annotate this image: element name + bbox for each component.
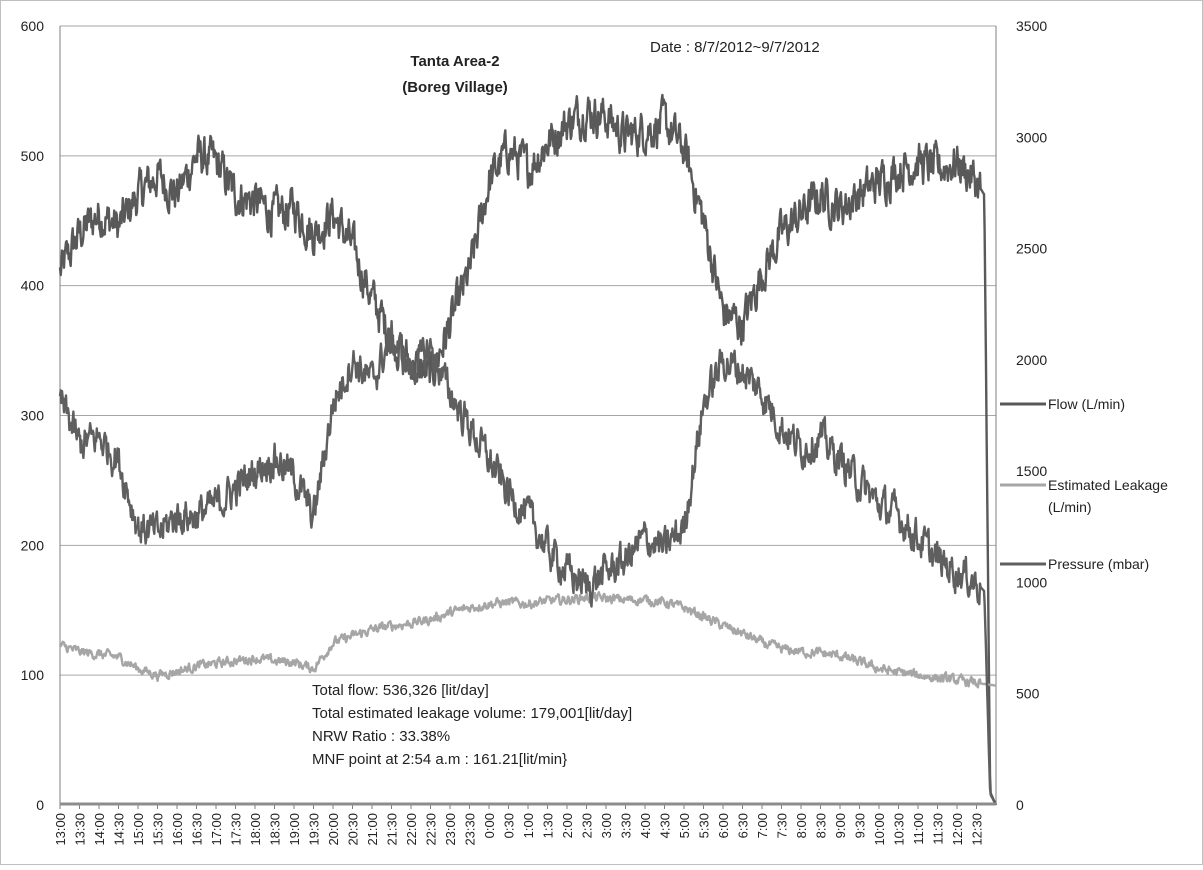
series-line-0 bbox=[58, 93, 998, 806]
x-tick-label: 19:00 bbox=[287, 813, 302, 846]
axis-layer: 0 100 200 300 400 500 600 0 500 1000 1500 2000 2500 3… bbox=[21, 18, 1048, 846]
y-right-tick-label: 2000 bbox=[1016, 352, 1047, 368]
y-right-tick-label: 2500 bbox=[1016, 241, 1047, 257]
date-range-label: Date : 8/7/2012~9/7/2012 bbox=[650, 39, 820, 56]
x-tick-label: 22:30 bbox=[424, 813, 439, 846]
x-tick-label: 0:30 bbox=[502, 813, 517, 838]
legend-label-1: Estimated Leakage bbox=[1048, 477, 1168, 493]
x-tick-label: 15:30 bbox=[151, 813, 166, 846]
y-left-tick-label: 500 bbox=[21, 148, 45, 164]
x-tick-label: 20:30 bbox=[346, 813, 361, 846]
x-tick-label: 5:30 bbox=[697, 813, 712, 838]
x-tick-label: 4:00 bbox=[638, 813, 653, 838]
x-tick-label: 0:00 bbox=[482, 813, 497, 838]
x-tick-label: 1:30 bbox=[541, 813, 556, 838]
x-tick-label: 22:00 bbox=[404, 813, 419, 846]
x-tick-label: 2:30 bbox=[580, 813, 595, 838]
x-tick-label: 15:00 bbox=[131, 813, 146, 846]
x-tick-label: 18:30 bbox=[268, 813, 283, 846]
x-tick-label: 21:30 bbox=[385, 813, 400, 846]
series-line-1 bbox=[59, 591, 997, 689]
x-tick-label: 20:00 bbox=[326, 813, 341, 846]
legend-label-1: (L/min) bbox=[1048, 499, 1092, 515]
y-left-tick-label: 600 bbox=[21, 18, 45, 34]
chart-subtitle: (Boreg Village) bbox=[402, 79, 508, 96]
legend-label-0: Flow (L/min) bbox=[1048, 396, 1125, 412]
x-tick-label: 11:30 bbox=[931, 813, 946, 845]
series-layer bbox=[58, 93, 998, 806]
x-tick-label: 17:30 bbox=[229, 813, 244, 846]
x-tick-label: 18:00 bbox=[248, 813, 263, 846]
x-tick-label: 10:00 bbox=[872, 813, 887, 846]
x-tick-label: 7:00 bbox=[755, 813, 770, 838]
x-tick-label: 9:30 bbox=[853, 813, 868, 838]
chart-title: Tanta Area-2 bbox=[410, 53, 499, 70]
x-tick-label: 1:00 bbox=[521, 813, 536, 838]
stat-nrw-ratio: NRW Ratio : 33.38% bbox=[312, 728, 450, 745]
x-tick-label: 19:30 bbox=[307, 813, 322, 846]
x-tick-label: 9:00 bbox=[833, 813, 848, 838]
y-right-tick-label: 0 bbox=[1016, 797, 1024, 813]
x-tick-label: 3:00 bbox=[599, 813, 614, 838]
y-right-tick-label: 1500 bbox=[1016, 463, 1047, 479]
y-right-tick-label: 3000 bbox=[1016, 129, 1047, 145]
x-tick-label: 23:30 bbox=[463, 813, 478, 846]
y-left-tick-label: 400 bbox=[21, 278, 45, 294]
x-tick-label: 6:00 bbox=[716, 813, 731, 838]
x-tick-label: 16:00 bbox=[170, 813, 185, 846]
legend: Flow (L/min) Estimated Leakage (L/min) Pres… bbox=[1000, 396, 1168, 572]
y-left-tick-label: 200 bbox=[21, 537, 45, 553]
x-tick-label: 17:00 bbox=[209, 813, 224, 846]
x-tick-label: 5:00 bbox=[677, 813, 692, 838]
y-right-tick-label: 1000 bbox=[1016, 574, 1047, 590]
stat-total-flow: Total flow: 536,326 [lit/day] bbox=[312, 682, 489, 699]
x-tick-label: 16:30 bbox=[190, 813, 205, 846]
x-tick-label: 12:30 bbox=[970, 813, 985, 846]
stat-mnf-point: MNF point at 2:54 a.m : 161.21[lit/min} bbox=[312, 751, 567, 768]
y-left-tick-label: 300 bbox=[21, 408, 45, 424]
x-tick-label: 14:30 bbox=[112, 813, 127, 846]
series-line-2 bbox=[58, 319, 998, 806]
y-right-tick-label: 3500 bbox=[1016, 18, 1047, 34]
legend-label-2: Pressure (mbar) bbox=[1048, 556, 1149, 572]
x-tick-label: 14:00 bbox=[92, 813, 107, 846]
x-tick-label: 7:30 bbox=[775, 813, 790, 838]
x-tick-label: 23:00 bbox=[443, 813, 458, 846]
x-tick-label: 6:30 bbox=[736, 813, 751, 838]
x-tick-label: 3:30 bbox=[619, 813, 634, 838]
stat-total-leakage: Total estimated leakage volume: 179,001[… bbox=[312, 705, 632, 722]
x-tick-label: 10:30 bbox=[892, 813, 907, 846]
y-left-tick-label: 100 bbox=[21, 667, 45, 683]
x-tick-label: 12:00 bbox=[950, 813, 965, 846]
x-tick-label: 13:30 bbox=[73, 813, 88, 846]
y-left-tick-label: 0 bbox=[36, 797, 44, 813]
x-tick-label: 13:00 bbox=[53, 813, 68, 846]
x-tick-label: 8:00 bbox=[794, 813, 809, 838]
y-right-tick-label: 500 bbox=[1016, 686, 1040, 702]
x-tick-label: 21:00 bbox=[365, 813, 380, 846]
x-tick-label: 4:30 bbox=[658, 813, 673, 838]
x-tick-label: 2:00 bbox=[560, 813, 575, 838]
x-tick-label: 8:30 bbox=[814, 813, 829, 838]
x-tick-label: 11:00 bbox=[911, 813, 926, 845]
